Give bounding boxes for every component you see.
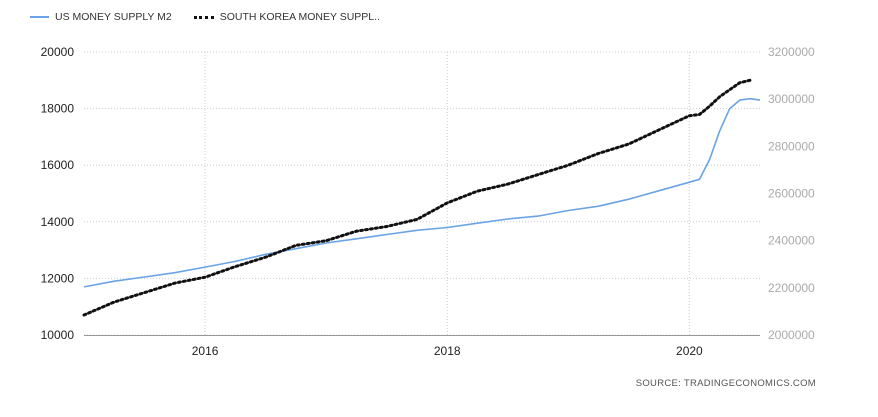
y-left-tick-label: 14000: [41, 215, 75, 229]
legend-label-kr: SOUTH KOREA MONEY SUPPL..: [219, 11, 380, 23]
y-right-axis: 2000000 2200000 2400000 2600000 2800000 30000…: [768, 45, 815, 342]
series-layer: [82, 78, 761, 317]
y-left-tick-label: 12000: [41, 271, 75, 285]
x-tick-label: 2020: [676, 344, 703, 358]
source-label: SOURCE: TRADINGECONOMICS.COM: [635, 378, 816, 389]
y-left-tick-label: 10000: [41, 328, 75, 342]
legend-swatch-kr: [193, 15, 214, 19]
x-tick-label: 2018: [434, 344, 461, 358]
y-right-tick-label: 2400000: [768, 234, 815, 248]
y-left-tick-label: 20000: [41, 45, 75, 59]
y-right-tick-label: 2000000: [768, 328, 815, 342]
y-right-tick-label: 2600000: [768, 187, 815, 201]
x-tick-label: 2016: [192, 344, 219, 358]
legend-item-kr[interactable]: SOUTH KOREA MONEY SUPPL..: [193, 11, 380, 23]
series-line-us-m2[interactable]: [83, 97, 761, 288]
y-right-tick-label: 2800000: [768, 139, 815, 153]
legend: US MONEY SUPPLY M2 SOUTH KOREA MONEY SUP…: [30, 8, 402, 26]
grid: [84, 51, 760, 336]
y-right-tick-label: 2200000: [768, 281, 815, 295]
y-left-axis: 10000 12000 14000 16000 18000 20000: [41, 45, 75, 342]
legend-label-us: US MONEY SUPPLY M2: [55, 11, 172, 23]
x-axis: 2016 2018 2020: [84, 335, 760, 358]
series-line-south-korea[interactable]: [82, 78, 752, 317]
legend-item-us[interactable]: US MONEY SUPPLY M2: [30, 11, 172, 23]
y-right-tick-label: 3000000: [768, 92, 815, 106]
y-left-tick-label: 16000: [41, 158, 75, 172]
legend-swatch-us: [30, 16, 49, 18]
y-left-tick-label: 18000: [41, 102, 75, 116]
y-right-tick-label: 3200000: [768, 45, 815, 59]
